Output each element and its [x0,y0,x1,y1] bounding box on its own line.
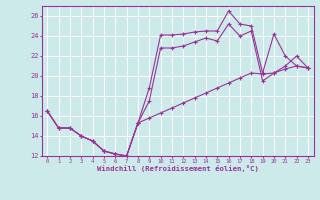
X-axis label: Windchill (Refroidissement éolien,°C): Windchill (Refroidissement éolien,°C) [97,165,259,172]
